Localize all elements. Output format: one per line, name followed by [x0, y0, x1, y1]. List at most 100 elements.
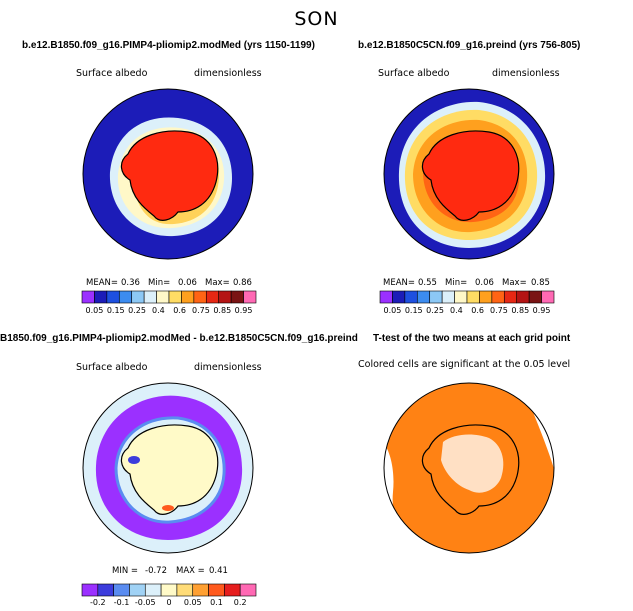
colorbar-tick-label: 0.75 — [192, 306, 210, 315]
colorbar-box — [156, 290, 170, 304]
colorbar-box — [466, 290, 480, 304]
colorbar-box — [503, 290, 518, 304]
colorbar-box — [479, 290, 493, 304]
colorbar-tick-label: 0.85 — [511, 306, 530, 315]
colorbar-box — [208, 583, 225, 597]
panel2-map — [383, 88, 555, 260]
panel1-coastline — [120, 130, 219, 221]
colorbar-box — [193, 290, 207, 304]
colorbar-box — [97, 583, 114, 597]
colorbar-box — [144, 583, 162, 597]
colorbar-tick-label: 0.95 — [234, 306, 253, 315]
colorbar-box — [205, 290, 220, 304]
panel2-field-label: Surface albedo — [378, 68, 450, 79]
panel4-note: Colored cells are significant at the 0.0… — [358, 359, 571, 370]
colorbar-box — [230, 290, 244, 304]
colorbar-box — [224, 583, 241, 597]
panel3-field-label: Surface albedo — [76, 362, 148, 373]
panel3-min-label: MIN = — [112, 566, 139, 576]
panel1-min-label: Min= — [148, 278, 171, 288]
colorbar-box — [541, 290, 555, 304]
colorbar-box — [192, 583, 209, 597]
colorbar-box — [94, 290, 108, 304]
colorbar-box — [81, 290, 95, 304]
colorbar-box — [113, 583, 130, 597]
colorbar-tick-label: 0.15 — [404, 306, 423, 315]
panel2-ice-sheet — [422, 130, 519, 221]
colorbar-box — [181, 290, 195, 304]
figure-title: SON — [294, 8, 339, 30]
colorbar-tick-label: 0.2 — [233, 598, 247, 607]
panel1-map — [82, 88, 254, 260]
panel3-max-label: MAX = — [176, 566, 205, 576]
colorbar-box — [143, 290, 157, 304]
colorbar-box — [168, 290, 182, 304]
colorbar-tick-label: 0.1 — [210, 598, 223, 607]
colorbar-box — [416, 290, 431, 304]
colorbar-box — [243, 290, 257, 304]
colorbar-tick-label: 0.75 — [490, 306, 508, 315]
colorbar-tick-label: 0.05 — [85, 306, 104, 315]
panel2-coastline — [421, 130, 520, 221]
panel3-increase-patch — [162, 505, 174, 511]
panel2-colorbar — [379, 290, 555, 304]
colorbar-box — [118, 290, 133, 304]
panel2-min-value: 0.06 — [475, 278, 494, 288]
colorbar-tick-label: 0.85 — [213, 306, 232, 315]
panel1-min-value: 0.06 — [178, 278, 197, 288]
colorbar-box — [379, 290, 393, 304]
panel1-mean-value: 0.36 — [121, 278, 140, 288]
panel3-map — [82, 382, 254, 554]
panel2-mean-label: MEAN= — [383, 278, 415, 288]
colorbar-box — [176, 583, 194, 597]
colorbar-tick-label: 0.6 — [173, 306, 187, 315]
panel4-title: T-test of the two means at each grid poi… — [373, 333, 571, 344]
colorbar-tick-label: 0.95 — [532, 306, 551, 315]
colorbar-tick-label: 0.05 — [383, 306, 402, 315]
colorbar-tick-label: -0.1 — [113, 598, 130, 607]
colorbar-box — [239, 583, 257, 597]
panel1-field-label: Surface albedo — [76, 68, 148, 79]
panel1-ice-sheet — [121, 130, 218, 221]
colorbar-box — [106, 290, 120, 304]
panel1-colorbar — [81, 290, 257, 304]
colorbar-box — [218, 290, 232, 304]
panel1-max-value: 0.86 — [233, 278, 252, 288]
colorbar-box — [404, 290, 418, 304]
colorbar-tick-label: 0.4 — [449, 306, 463, 315]
panel2-min-label: Min= — [445, 278, 468, 288]
panel2-mean-value: 0.55 — [418, 278, 437, 288]
colorbar-tick-label: -0.2 — [90, 598, 106, 607]
colorbar-box — [81, 583, 99, 597]
panel3-ice-sheet — [121, 424, 218, 515]
panel2-title: b.e12.B1850C5CN.f09_g16.preind (yrs 756-… — [358, 40, 581, 51]
colorbar-tick-label: 0.4 — [151, 306, 165, 315]
colorbar-box — [392, 290, 406, 304]
panel1-mean-label: MEAN= — [86, 278, 118, 288]
panel2-max-value: 0.85 — [531, 278, 550, 288]
panel3-max-value: 0.41 — [209, 566, 228, 576]
panel3-title: B1850.f09_g16.PIMP4-pliomip2.modMed - b.… — [0, 333, 358, 344]
panel3-units-label: dimensionless — [194, 362, 262, 373]
panel3-colorbar — [81, 583, 257, 597]
colorbar-tick-label: 0.25 — [128, 306, 146, 315]
colorbar-box — [454, 290, 468, 304]
colorbar-box — [441, 290, 455, 304]
colorbar-tick-label: 0.15 — [106, 306, 125, 315]
colorbar-tick-label: 0 — [166, 598, 172, 607]
panel2-max-label: Max= — [502, 278, 527, 288]
colorbar-box — [491, 290, 505, 304]
panel3-decrease-patch — [128, 456, 140, 464]
colorbar-tick-label: 0.6 — [471, 306, 485, 315]
colorbar-box — [160, 583, 178, 597]
panel1-units-label: dimensionless — [194, 68, 262, 79]
colorbar-box — [429, 290, 443, 304]
colorbar-tick-label: -0.05 — [134, 598, 156, 607]
panel1-title: b.e12.B1850.f09_g16.PIMP4-pliomip2.modMe… — [22, 40, 315, 51]
panel4-coastline — [421, 424, 520, 515]
panel2-units-label: dimensionless — [492, 68, 560, 79]
colorbar-box — [129, 583, 146, 597]
panel3-min-value: -0.72 — [145, 566, 167, 576]
colorbar-box — [516, 290, 530, 304]
panel3-ring-inner-edge — [114, 416, 226, 524]
